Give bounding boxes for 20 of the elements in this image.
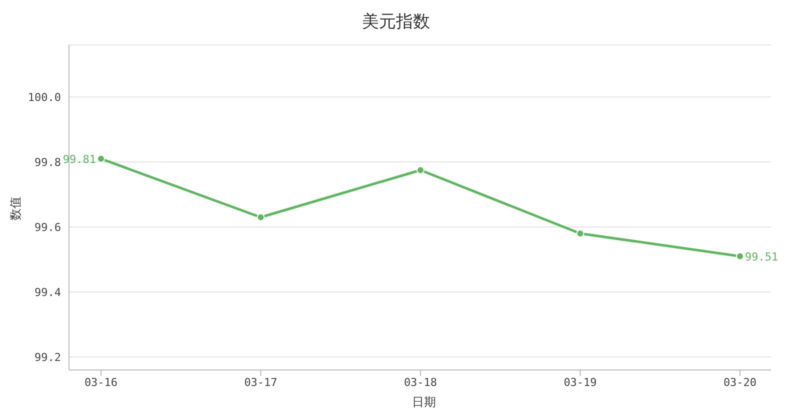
data-label: 99.81 [62, 152, 96, 166]
point [256, 213, 265, 222]
point [736, 252, 744, 260]
point [97, 154, 105, 163]
data-label: 99.51 [745, 250, 778, 264]
point [576, 230, 584, 238]
y-tick-label: 99.2 [34, 350, 61, 364]
x-tick-label: 03-16 [84, 376, 118, 389]
y-tick-label: 99.6 [34, 220, 61, 234]
y-tick-label: 99.8 [34, 156, 61, 169]
x-tick-label: 03-19 [564, 376, 597, 389]
x-tick-label: 03-18 [404, 376, 438, 389]
x-tick-label: 03-17 [244, 376, 278, 389]
y-tick-label: 99.4 [34, 286, 62, 299]
x-tick-label: 03-20 [723, 376, 757, 389]
x-axis-title: 日期 [411, 394, 437, 411]
point [416, 166, 424, 174]
chart-title: 美元指数 [361, 11, 431, 33]
y-tick-label: 100.0 [28, 90, 61, 104]
y-axis-title: 数值 [8, 196, 24, 220]
